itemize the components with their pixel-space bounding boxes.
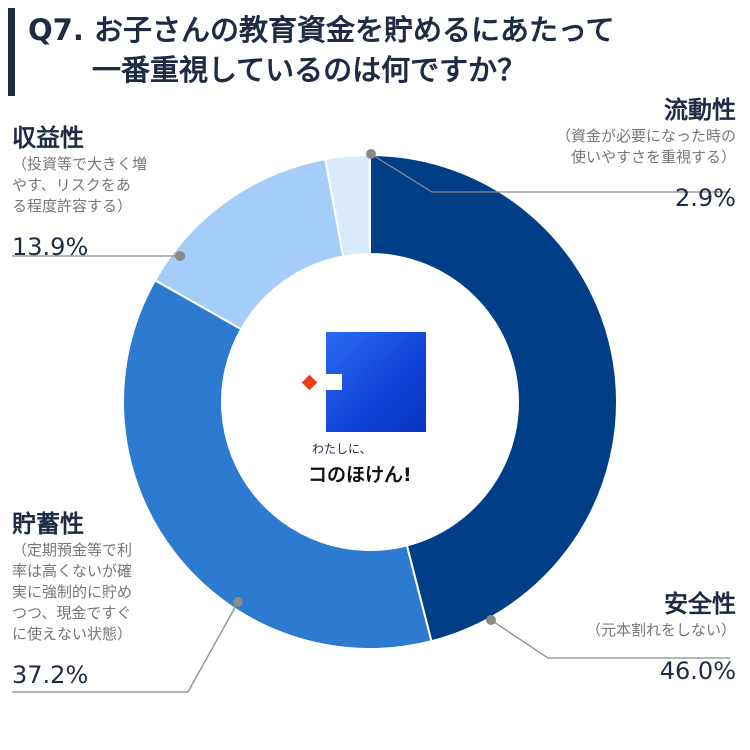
slice-liquidity	[324, 153, 371, 258]
liquidity-value: 2.9%	[675, 184, 736, 212]
question-line-1: Q7. お子さんの教育資金を貯めるにあたって	[28, 13, 615, 47]
safety-name: 安全性	[664, 590, 736, 618]
question-line-2: 一番重視しているのは何ですか？	[92, 53, 527, 87]
leader-profitability-dot	[175, 251, 185, 261]
leader-safety	[490, 619, 730, 659]
safety-note: （元本割れをしない）	[585, 621, 736, 639]
label-safety: 安全性 （元本割れをしない） 46.0%	[476, 588, 736, 687]
logo-red-diamond-icon	[301, 374, 318, 391]
profitability-name: 収益性	[12, 124, 84, 152]
slice-savings	[122, 278, 433, 650]
leader-safety-dot	[486, 615, 496, 625]
logo-tagline: わたしに、	[312, 442, 372, 456]
liquidity-note: （資金が必要になった時の 使いやすさを重視する）	[555, 127, 736, 166]
leader-liquidity	[370, 153, 730, 193]
question-title: Q7. お子さんの教育資金を貯めるにあたって 一番重視しているのは何ですか？	[28, 10, 728, 90]
label-savings: 貯蓄性 （定期預金等で利 率は高くないが確 実に強制的に貯め つつ、現金ですぐ …	[12, 508, 222, 691]
liquidity-name: 流動性	[664, 96, 736, 124]
question-accent-bar	[8, 8, 15, 96]
leader-liquidity-dot	[366, 149, 376, 159]
savings-note: （定期預金等で利 率は高くないが確 実に強制的に貯め つつ、現金ですぐ に使えな…	[12, 541, 133, 643]
label-liquidity: 流動性 （資金が必要になった時の 使いやすさを重視する） 2.9%	[436, 94, 736, 214]
savings-value: 37.2%	[12, 661, 89, 689]
brand-logo: わたしに、 コのほけん!	[300, 330, 440, 500]
profitability-value: 13.9%	[12, 233, 89, 261]
leader-savings	[12, 601, 239, 693]
slice-safety	[369, 153, 618, 643]
logo-blue-square	[326, 332, 426, 432]
label-profitability: 収益性 （投資等で大きく増 やす、リスクをあ る程度許容する） 13.9%	[12, 122, 212, 263]
leader-savings-dot	[233, 597, 243, 607]
logo-wordmark: コのほけん!	[308, 464, 412, 486]
safety-value: 46.0%	[659, 657, 736, 685]
logo-notch	[320, 374, 342, 390]
savings-name: 貯蓄性	[12, 510, 84, 538]
profitability-note: （投資等で大きく増 やす、リスクをあ る程度許容する）	[12, 155, 148, 215]
